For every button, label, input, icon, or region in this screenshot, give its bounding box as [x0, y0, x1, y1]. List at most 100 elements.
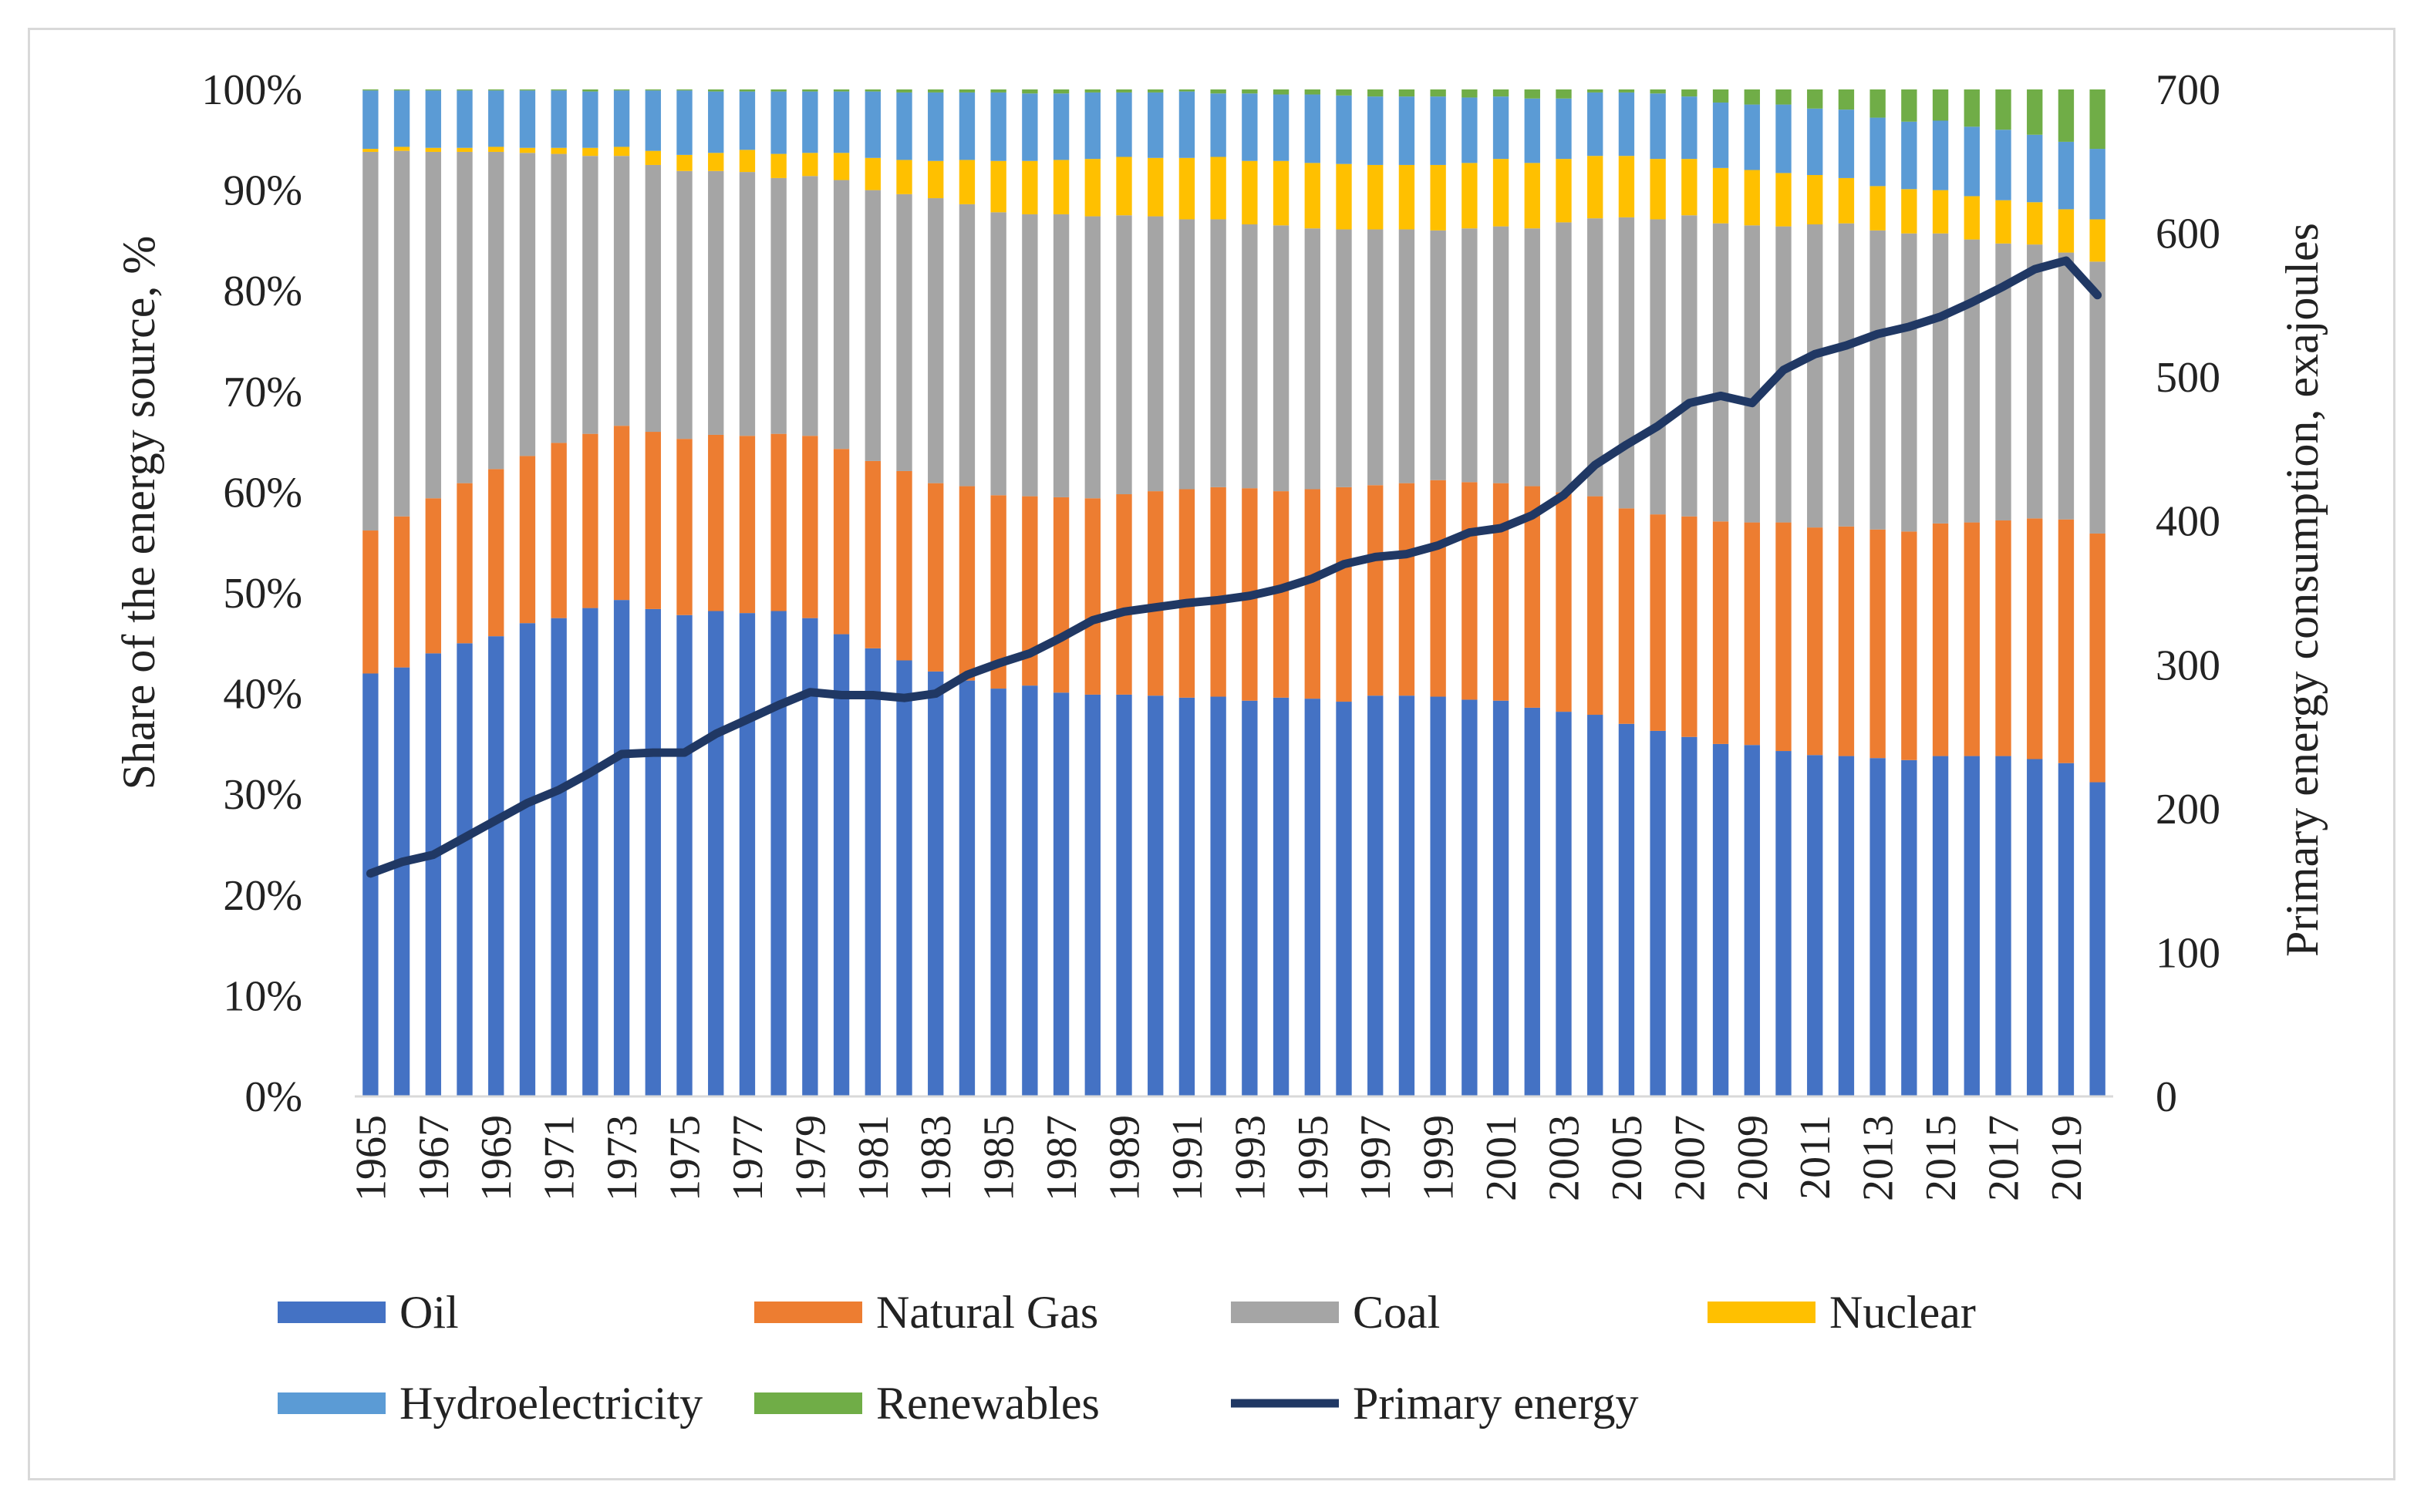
- bar-hydroelectricity-2007: [1681, 96, 1697, 160]
- bar-nuclear-2016: [1964, 196, 1980, 240]
- bar-nuclear-1992: [1210, 157, 1226, 220]
- right-tick-label: 0: [2156, 1073, 2177, 1121]
- bar-natural-gas-2016: [1964, 522, 1980, 756]
- bar-hydroelectricity-2016: [1964, 126, 1980, 197]
- bar-natural-gas-1999: [1430, 480, 1446, 697]
- bar-hydroelectricity-2008: [1712, 102, 1729, 168]
- bar-oil-1968: [457, 643, 473, 1096]
- bar-coal-1998: [1398, 229, 1415, 483]
- bar-natural-gas-1976: [708, 434, 724, 611]
- bar-coal-1991: [1178, 219, 1195, 490]
- bar-oil-1993: [1242, 700, 1258, 1096]
- bar-oil-1996: [1336, 702, 1352, 1096]
- x-tick-label: 2009: [1729, 1115, 1777, 1201]
- bar-renewables-1965: [362, 89, 379, 91]
- bar-natural-gas-1997: [1367, 485, 1384, 696]
- bar-renewables-1981: [865, 89, 881, 92]
- bar-renewables-1977: [739, 89, 756, 92]
- left-tick-label: 80%: [223, 268, 302, 315]
- bar-coal-1994: [1273, 225, 1290, 492]
- bar-hydroelectricity-2005: [1618, 92, 1635, 157]
- bar-renewables-2019: [2058, 89, 2075, 142]
- bar-renewables-1973: [613, 89, 630, 91]
- bar-renewables-1983: [928, 89, 944, 93]
- bar-nuclear-1985: [990, 160, 1006, 213]
- bar-natural-gas-1979: [802, 436, 818, 618]
- bar-oil-1982: [896, 660, 912, 1096]
- bar-oil-1978: [770, 611, 787, 1096]
- bar-coal-2011: [1807, 224, 1823, 528]
- legend-label-hydroelectricity: Hydroelectricity: [400, 1378, 703, 1429]
- bar-natural-gas-1969: [488, 469, 504, 637]
- x-tick-label: 2019: [2043, 1115, 2091, 1201]
- bar-oil-2000: [1461, 699, 1478, 1096]
- bar-natural-gas-1977: [739, 436, 756, 614]
- bar-oil-1972: [582, 608, 598, 1096]
- left-tick-label: 10%: [223, 972, 302, 1020]
- bar-renewables-2020: [2089, 89, 2105, 150]
- bar-hydroelectricity-2013: [1869, 117, 1886, 187]
- bar-hydroelectricity-1995: [1304, 94, 1320, 163]
- bar-renewables-1986: [1022, 89, 1038, 94]
- bar-nuclear-2018: [2027, 202, 2043, 245]
- right-tick-label: 200: [2156, 786, 2220, 833]
- x-tick-label: 1975: [662, 1115, 710, 1201]
- bar-coal-1996: [1336, 229, 1352, 487]
- bar-nuclear-2008: [1712, 167, 1729, 224]
- bar-coal-2000: [1461, 228, 1478, 483]
- bar-nuclear-2003: [1556, 159, 1572, 223]
- bar-hydroelectricity-1968: [457, 90, 473, 148]
- bar-natural-gas-1972: [582, 433, 598, 608]
- bar-hydroelectricity-2000: [1461, 97, 1478, 163]
- bar-natural-gas-1981: [865, 460, 881, 648]
- bar-hydroelectricity-1976: [708, 91, 724, 153]
- left-axis-title: Share of the energy source, %: [113, 236, 164, 790]
- legend-swatch-nuclear: [1708, 1302, 1815, 1323]
- bar-coal-1980: [833, 180, 850, 450]
- bar-nuclear-2002: [1524, 163, 1540, 229]
- primary-energy-line: [366, 256, 2102, 878]
- bar-hydroelectricity-1991: [1178, 91, 1195, 158]
- bar-renewables-1997: [1367, 89, 1384, 97]
- right-tick-label: 400: [2156, 498, 2220, 546]
- bar-renewables-1992: [1210, 89, 1226, 94]
- bar-hydroelectricity-2009: [1744, 104, 1760, 170]
- bar-hydroelectricity-1999: [1430, 96, 1446, 165]
- x-tick-label: 1997: [1352, 1115, 1400, 1201]
- bar-renewables-1994: [1273, 89, 1290, 95]
- bar-renewables-2014: [1901, 89, 1917, 122]
- bar-oil-2006: [1650, 730, 1666, 1096]
- x-tick-label: 2005: [1603, 1115, 1651, 1201]
- x-tick-label: 1969: [473, 1115, 521, 1201]
- bar-natural-gas-1987: [1053, 497, 1070, 693]
- bar-oil-1995: [1304, 699, 1320, 1096]
- bar-coal-1971: [551, 153, 567, 443]
- legend-label-coal: Coal: [1353, 1287, 1440, 1338]
- legend-swatch-coal: [1231, 1302, 1339, 1323]
- bar-hydroelectricity-1992: [1210, 93, 1226, 157]
- bar-coal-1984: [959, 204, 976, 487]
- bar-renewables-1996: [1336, 89, 1352, 96]
- legend-swatch-natural-gas: [754, 1302, 862, 1323]
- bar-nuclear-1973: [613, 146, 630, 157]
- bar-natural-gas-2015: [1932, 523, 1949, 756]
- bar-hydroelectricity-1978: [770, 91, 787, 154]
- bar-oil-1979: [802, 618, 818, 1096]
- bar-hydroelectricity-1972: [582, 91, 598, 148]
- x-tick-label: 1979: [787, 1115, 834, 1201]
- bar-hydroelectricity-2012: [1838, 109, 1855, 178]
- legend: Oil Natural Gas Coal Nuclear Hydroelectricit…: [278, 1287, 1976, 1429]
- bar-renewables-1999: [1430, 89, 1446, 97]
- bar-oil-2013: [1869, 758, 1886, 1096]
- bar-nuclear-1988: [1084, 159, 1101, 217]
- bar-nuclear-1968: [457, 147, 473, 152]
- left-tick-label: 100%: [201, 66, 302, 114]
- right-axis: 0 100 200 300 400 500 600 700: [2156, 66, 2220, 1121]
- legend-label-nuclear: Nuclear: [1829, 1287, 1976, 1338]
- bar-oil-1980: [833, 634, 850, 1096]
- bar-coal-2016: [1964, 239, 1980, 523]
- bar-coal-2002: [1524, 228, 1540, 487]
- bar-nuclear-1990: [1148, 157, 1164, 217]
- bar-natural-gas-1970: [519, 456, 536, 624]
- x-tick-label: 1971: [536, 1115, 584, 1201]
